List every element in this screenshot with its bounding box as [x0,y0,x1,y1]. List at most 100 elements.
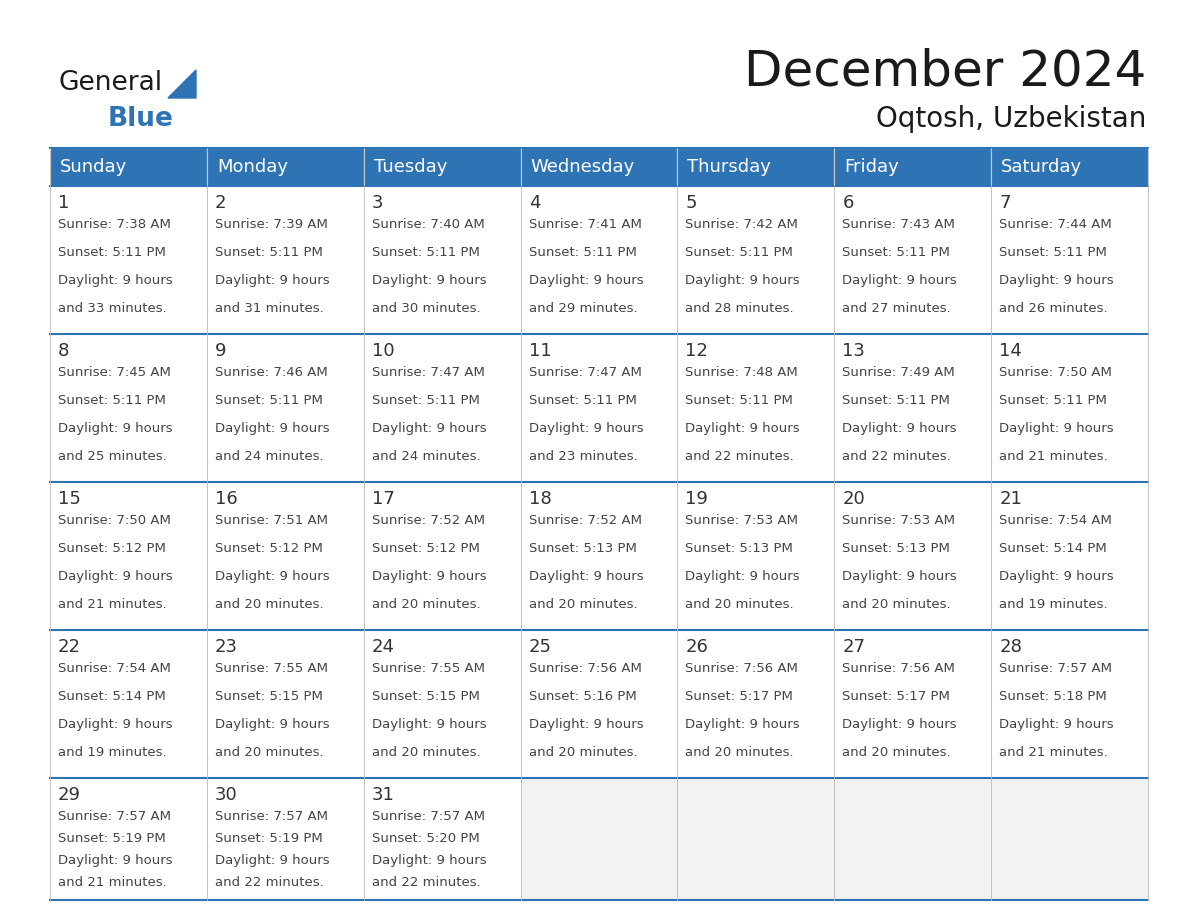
Bar [364,630,520,778]
Text: Thursday: Thursday [688,158,771,176]
Text: Sunset: 5:15 PM: Sunset: 5:15 PM [372,690,480,703]
Text: Sunrise: 7:52 AM: Sunrise: 7:52 AM [372,514,485,527]
Text: Sunset: 5:11 PM: Sunset: 5:11 PM [215,246,323,259]
Text: Sunrise: 7:49 AM: Sunrise: 7:49 AM [842,366,955,379]
Text: and 33 minutes.: and 33 minutes. [58,302,166,315]
Text: Daylight: 9 hours: Daylight: 9 hours [685,718,800,732]
Text: Sunrise: 7:53 AM: Sunrise: 7:53 AM [842,514,955,527]
Text: Sunset: 5:13 PM: Sunset: 5:13 PM [529,543,637,555]
Text: and 19 minutes.: and 19 minutes. [999,599,1107,611]
Bar [520,778,677,900]
Text: Tuesday: Tuesday [374,158,447,176]
Text: Sunset: 5:11 PM: Sunset: 5:11 PM [529,246,637,259]
Text: Daylight: 9 hours: Daylight: 9 hours [372,274,486,287]
Text: Sunset: 5:11 PM: Sunset: 5:11 PM [529,394,637,407]
Text: 9: 9 [215,342,227,360]
Text: Sunset: 5:11 PM: Sunset: 5:11 PM [842,246,950,259]
Text: Saturday: Saturday [1001,158,1082,176]
Bar [677,482,834,630]
Text: Sunrise: 7:46 AM: Sunrise: 7:46 AM [215,366,328,379]
Bar [991,778,1148,900]
Bar [207,334,364,482]
Bar [207,186,364,334]
Text: 12: 12 [685,342,708,360]
Bar [834,630,991,778]
Bar [364,334,520,482]
Text: and 21 minutes.: and 21 minutes. [999,746,1108,759]
Text: Sunset: 5:17 PM: Sunset: 5:17 PM [842,690,950,703]
Text: Sunrise: 7:47 AM: Sunrise: 7:47 AM [529,366,642,379]
Text: Daylight: 9 hours: Daylight: 9 hours [999,718,1114,732]
Bar [207,778,364,900]
Text: and 22 minutes.: and 22 minutes. [842,451,952,464]
Bar [677,630,834,778]
Text: Sunset: 5:11 PM: Sunset: 5:11 PM [372,246,480,259]
Text: 23: 23 [215,638,238,656]
Text: Sunrise: 7:42 AM: Sunrise: 7:42 AM [685,218,798,231]
Bar [991,482,1148,630]
Text: Sunset: 5:11 PM: Sunset: 5:11 PM [999,394,1107,407]
Text: Wednesday: Wednesday [531,158,634,176]
Text: 19: 19 [685,490,708,508]
Text: Daylight: 9 hours: Daylight: 9 hours [215,422,329,435]
Bar [50,334,207,482]
Text: 13: 13 [842,342,865,360]
Text: 3: 3 [372,194,384,212]
Text: Sunset: 5:14 PM: Sunset: 5:14 PM [58,690,166,703]
Text: Daylight: 9 hours: Daylight: 9 hours [215,718,329,732]
Text: Sunset: 5:18 PM: Sunset: 5:18 PM [999,690,1107,703]
Text: Sunrise: 7:44 AM: Sunrise: 7:44 AM [999,218,1112,231]
Text: Sunrise: 7:43 AM: Sunrise: 7:43 AM [842,218,955,231]
Text: and 24 minutes.: and 24 minutes. [215,451,323,464]
Text: Sunset: 5:20 PM: Sunset: 5:20 PM [372,832,480,845]
Text: Sunrise: 7:47 AM: Sunrise: 7:47 AM [372,366,485,379]
Text: Daylight: 9 hours: Daylight: 9 hours [685,422,800,435]
Text: Daylight: 9 hours: Daylight: 9 hours [685,274,800,287]
Text: Sunrise: 7:51 AM: Sunrise: 7:51 AM [215,514,328,527]
Text: Sunset: 5:19 PM: Sunset: 5:19 PM [215,832,323,845]
Text: Sunrise: 7:56 AM: Sunrise: 7:56 AM [685,662,798,675]
Text: and 22 minutes.: and 22 minutes. [372,876,480,889]
Text: and 20 minutes.: and 20 minutes. [215,746,323,759]
Text: 17: 17 [372,490,394,508]
Text: 16: 16 [215,490,238,508]
Text: and 30 minutes.: and 30 minutes. [372,302,480,315]
Text: and 21 minutes.: and 21 minutes. [58,599,166,611]
Text: 28: 28 [999,638,1022,656]
Text: and 20 minutes.: and 20 minutes. [372,746,480,759]
Text: Sunrise: 7:48 AM: Sunrise: 7:48 AM [685,366,798,379]
Text: Sunset: 5:16 PM: Sunset: 5:16 PM [529,690,637,703]
Text: Sunrise: 7:50 AM: Sunrise: 7:50 AM [58,514,171,527]
Text: Friday: Friday [845,158,899,176]
Text: Daylight: 9 hours: Daylight: 9 hours [372,854,486,867]
Text: Sunset: 5:13 PM: Sunset: 5:13 PM [842,543,950,555]
Text: 21: 21 [999,490,1022,508]
Text: Sunrise: 7:57 AM: Sunrise: 7:57 AM [372,810,485,823]
Text: 30: 30 [215,786,238,804]
Text: Sunrise: 7:54 AM: Sunrise: 7:54 AM [58,662,171,675]
Bar [991,630,1148,778]
Text: Sunset: 5:19 PM: Sunset: 5:19 PM [58,832,166,845]
Text: 7: 7 [999,194,1011,212]
Text: 29: 29 [58,786,81,804]
Text: Daylight: 9 hours: Daylight: 9 hours [58,718,172,732]
Text: Daylight: 9 hours: Daylight: 9 hours [215,570,329,583]
Text: 22: 22 [58,638,81,656]
Text: Daylight: 9 hours: Daylight: 9 hours [529,422,643,435]
Text: Sunrise: 7:53 AM: Sunrise: 7:53 AM [685,514,798,527]
Text: Sunrise: 7:56 AM: Sunrise: 7:56 AM [529,662,642,675]
Text: Sunset: 5:15 PM: Sunset: 5:15 PM [215,690,323,703]
Bar [364,482,520,630]
Text: and 20 minutes.: and 20 minutes. [529,599,637,611]
Text: Sunrise: 7:45 AM: Sunrise: 7:45 AM [58,366,171,379]
Text: Sunset: 5:12 PM: Sunset: 5:12 PM [215,543,323,555]
Text: 8: 8 [58,342,69,360]
Bar [207,482,364,630]
Text: Sunrise: 7:50 AM: Sunrise: 7:50 AM [999,366,1112,379]
Text: 18: 18 [529,490,551,508]
Text: Sunset: 5:11 PM: Sunset: 5:11 PM [685,394,794,407]
Text: Daylight: 9 hours: Daylight: 9 hours [685,570,800,583]
Text: Daylight: 9 hours: Daylight: 9 hours [58,422,172,435]
Bar [520,630,677,778]
Text: Sunrise: 7:40 AM: Sunrise: 7:40 AM [372,218,485,231]
